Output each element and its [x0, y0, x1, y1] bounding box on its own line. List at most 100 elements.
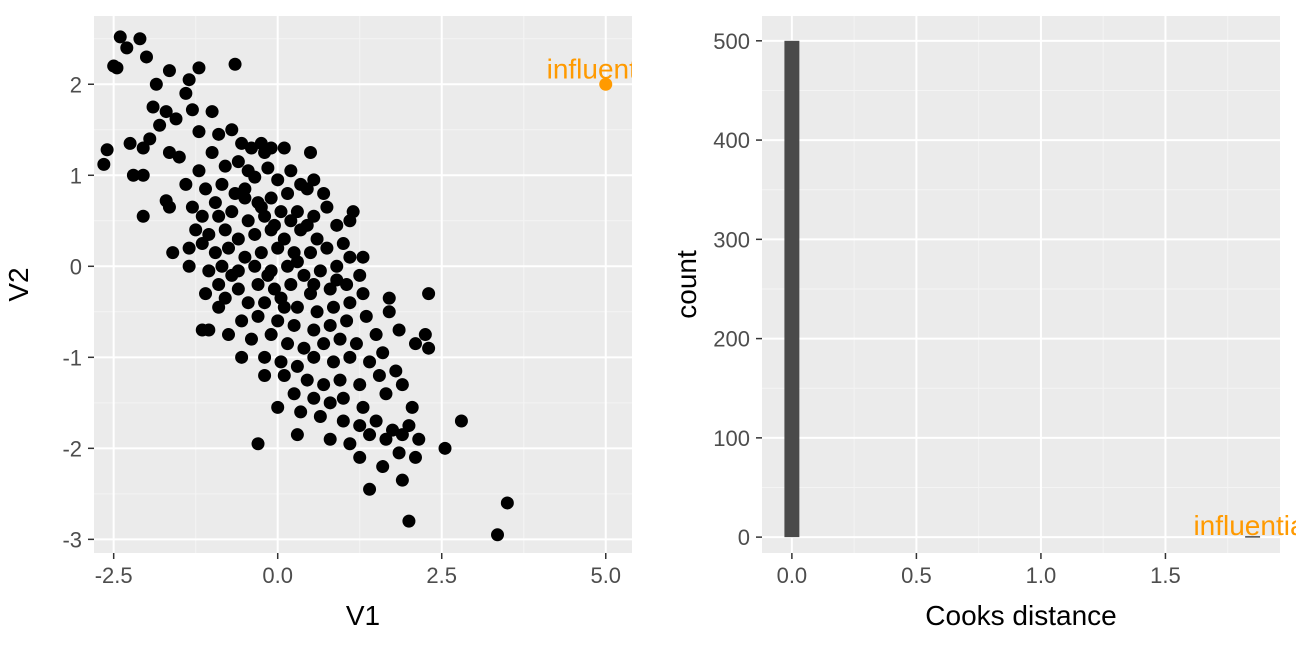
- data-point: [307, 173, 321, 187]
- data-point: [166, 246, 180, 260]
- data-point: [297, 341, 311, 355]
- data-point: [238, 191, 252, 205]
- histogram-x-tick-label: 0.5: [901, 563, 932, 588]
- data-point: [408, 450, 422, 464]
- data-point: [363, 482, 377, 496]
- data-point: [126, 168, 140, 182]
- histogram-grid: [762, 16, 1280, 553]
- data-point: [395, 473, 409, 487]
- data-point: [277, 300, 291, 314]
- histogram-y-tick-label: 500: [713, 29, 750, 54]
- data-point: [395, 428, 409, 442]
- data-point: [212, 209, 226, 223]
- histogram-y-tick-label: 200: [713, 327, 750, 352]
- data-point: [277, 232, 291, 246]
- data-point: [241, 214, 255, 228]
- data-point: [179, 177, 193, 191]
- data-point: [251, 309, 265, 323]
- data-point: [395, 378, 409, 392]
- scatter-y-tick-label: -1: [62, 345, 82, 370]
- data-point: [418, 328, 432, 342]
- data-point: [235, 136, 249, 150]
- data-point: [235, 314, 249, 328]
- data-point: [133, 32, 147, 46]
- histogram-y-tick-label: 100: [713, 426, 750, 451]
- data-point: [304, 146, 318, 160]
- histogram-x-tick-label: 0.0: [777, 563, 808, 588]
- data-point: [290, 300, 304, 314]
- data-point: [244, 332, 258, 346]
- data-point: [162, 64, 176, 78]
- data-point: [343, 250, 357, 264]
- data-point: [238, 250, 252, 264]
- data-point: [405, 400, 419, 414]
- data-point: [159, 105, 173, 119]
- data-point: [340, 278, 354, 291]
- data-point: [277, 141, 291, 155]
- data-point: [225, 205, 239, 219]
- data-point: [251, 437, 265, 451]
- data-point: [208, 246, 222, 260]
- data-point: [215, 259, 229, 273]
- data-point: [189, 223, 203, 237]
- data-point: [500, 496, 514, 510]
- data-point: [323, 318, 337, 332]
- data-point: [349, 337, 363, 351]
- data-point: [382, 305, 396, 319]
- data-point: [225, 123, 239, 137]
- data-point: [336, 237, 350, 251]
- data-point: [267, 282, 281, 296]
- data-point: [343, 437, 357, 451]
- scatter-plot: influential -2.5 0.0 2.5 5.0 -3 -2 -1 0 1 2 V1 V2: [3, 16, 632, 631]
- scatter-points: [97, 30, 514, 542]
- data-point: [205, 146, 219, 160]
- data-point: [274, 355, 288, 369]
- data-point: [225, 268, 239, 282]
- data-point: [307, 350, 321, 364]
- data-point: [363, 355, 377, 369]
- data-point: [343, 350, 357, 364]
- data-point: [231, 282, 245, 296]
- data-point: [333, 332, 347, 346]
- data-point: [149, 77, 163, 91]
- data-point: [258, 350, 272, 364]
- histogram: influential 0.0 0.5 1.0 1.5 0 100 200 300 400 500…: [671, 16, 1296, 631]
- scatter-x-tick-label: -2.5: [95, 563, 133, 588]
- data-point: [317, 378, 331, 392]
- data-point: [212, 300, 226, 314]
- data-point: [284, 214, 298, 228]
- data-point: [136, 209, 150, 223]
- data-point: [192, 125, 206, 139]
- data-point: [307, 209, 321, 223]
- data-point: [267, 218, 281, 232]
- data-point: [363, 428, 377, 442]
- data-point: [402, 514, 416, 528]
- data-point: [281, 259, 295, 273]
- data-point: [254, 246, 268, 260]
- data-point: [139, 50, 153, 64]
- data-point: [336, 391, 350, 405]
- data-point: [369, 414, 383, 428]
- data-point: [392, 446, 406, 460]
- data-point: [356, 250, 370, 264]
- data-point: [454, 414, 468, 428]
- data-point: [202, 227, 216, 241]
- data-point: [248, 259, 262, 273]
- data-point: [310, 305, 324, 319]
- data-point: [307, 323, 321, 337]
- scatter-panel-background: [94, 16, 632, 553]
- data-point: [271, 400, 285, 414]
- data-point: [323, 396, 337, 410]
- data-point: [402, 419, 416, 433]
- data-point: [287, 387, 301, 401]
- data-point: [379, 432, 393, 446]
- data-point: [281, 337, 295, 351]
- data-point: [251, 278, 265, 291]
- scatter-grid: [94, 16, 632, 553]
- histogram-y-axis-title: count: [671, 250, 702, 319]
- data-point: [323, 282, 337, 296]
- data-point: [238, 182, 252, 196]
- data-point: [287, 318, 301, 332]
- data-point: [208, 196, 222, 210]
